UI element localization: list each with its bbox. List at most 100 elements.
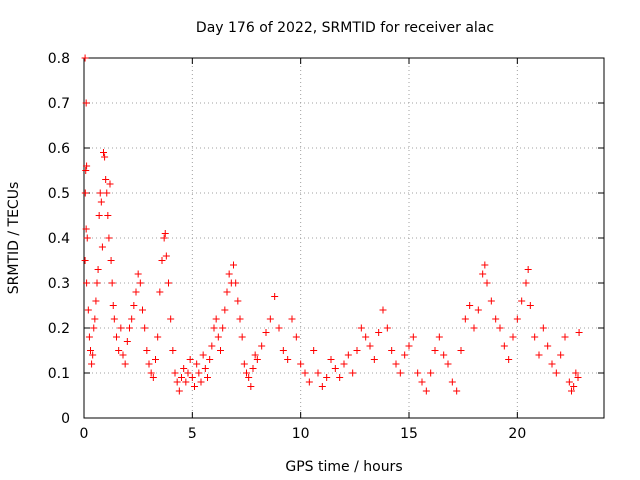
- data-point-plus-marker: [217, 347, 224, 354]
- data-point-plus-marker: [297, 360, 305, 368]
- data-point-plus-marker: [171, 369, 179, 377]
- data-point-plus-marker: [167, 315, 175, 323]
- data-point-plus-marker: [156, 288, 164, 296]
- y-axis-label: SRMTID / TECUs: [6, 182, 22, 295]
- data-point-plus-marker: [161, 230, 169, 237]
- data-point-plus-marker: [375, 329, 383, 336]
- data-point-plus-marker: [204, 374, 211, 381]
- data-point-plus-marker: [496, 324, 504, 332]
- data-point-plus-marker: [240, 360, 248, 368]
- data-point-plus-marker: [128, 315, 136, 323]
- chart-title: Day 176 of 2022, SRMTID for receiver ala…: [196, 20, 494, 36]
- data-point-plus-marker: [102, 176, 110, 183]
- data-point-plus-marker: [552, 369, 560, 377]
- data-point-plus-marker: [435, 333, 443, 341]
- data-point-plus-marker: [81, 54, 89, 62]
- data-point-plus-marker: [388, 347, 396, 354]
- data-point-plus-marker: [466, 302, 474, 309]
- y-tick-label: 0.7: [48, 96, 70, 112]
- data-point-plus-marker: [103, 189, 111, 197]
- data-point-plus-marker: [245, 374, 253, 381]
- data-point-plus-marker: [379, 306, 387, 314]
- data-point-plus-marker: [431, 347, 439, 354]
- data-point-plus-marker: [214, 333, 222, 341]
- data-point-plus-marker: [236, 315, 244, 323]
- data-point-plus-marker: [561, 333, 569, 341]
- data-point-plus-marker: [132, 288, 140, 296]
- data-point-plus-marker: [409, 333, 417, 341]
- data-point-plus-marker: [401, 351, 409, 359]
- data-point-plus-marker: [422, 387, 430, 395]
- x-tick-label: 0: [80, 426, 89, 442]
- data-point-plus-marker: [518, 297, 526, 305]
- data-point-plus-marker: [524, 266, 532, 273]
- data-point-plus-marker: [88, 360, 96, 368]
- data-point-plus-marker: [232, 279, 240, 287]
- data-point-plus-marker: [405, 342, 413, 350]
- data-point-plus-marker: [100, 149, 107, 156]
- data-point-plus-marker: [139, 306, 146, 314]
- data-point-plus-marker: [85, 333, 93, 341]
- data-point-plus-marker: [572, 369, 580, 377]
- data-point-plus-marker: [81, 189, 89, 197]
- data-point-plus-marker: [574, 374, 582, 381]
- data-point-plus-marker: [169, 347, 177, 354]
- data-point-plus-marker: [487, 297, 495, 305]
- data-point-plus-marker: [175, 387, 183, 395]
- data-point-plus-marker: [575, 329, 583, 336]
- data-point-plus-marker: [219, 324, 227, 332]
- data-point-plus-marker: [448, 378, 456, 386]
- data-point-plus-marker: [349, 369, 357, 377]
- data-point-plus-marker: [531, 333, 539, 341]
- data-point-plus-marker: [130, 302, 138, 309]
- y-tick-label: 0: [61, 411, 70, 427]
- data-point-plus-marker: [251, 351, 259, 359]
- data-point-plus-marker: [474, 306, 482, 314]
- data-point-plus-marker: [109, 302, 117, 309]
- data-point-plus-marker: [331, 365, 339, 372]
- data-point-plus-marker: [173, 378, 181, 386]
- data-point-plus-marker: [271, 293, 279, 300]
- data-point-plus-marker: [83, 279, 91, 287]
- data-point-plus-marker: [82, 99, 90, 107]
- data-point-plus-marker: [115, 347, 123, 354]
- data-point-plus-marker: [492, 315, 500, 323]
- y-tick-label: 0.1: [48, 366, 70, 382]
- data-point-plus-marker: [92, 297, 100, 305]
- data-point-plus-marker: [470, 324, 478, 332]
- data-point-plus-marker: [262, 329, 270, 336]
- data-point-plus-marker: [481, 261, 489, 269]
- data-point-plus-marker: [353, 347, 361, 354]
- data-point-plus-marker: [318, 383, 326, 390]
- data-point-plus-marker: [243, 369, 250, 377]
- data-point-plus-marker: [210, 324, 218, 332]
- data-point-plus-marker: [505, 356, 513, 363]
- data-point-plus-marker: [117, 324, 125, 332]
- data-point-plus-marker: [500, 342, 508, 350]
- data-point-plus-marker: [557, 351, 565, 359]
- data-point-plus-marker: [145, 360, 153, 368]
- data-point-plus-marker: [199, 351, 207, 359]
- data-point-plus-marker: [104, 212, 112, 219]
- data-point-plus-marker: [193, 360, 201, 368]
- data-point-plus-marker: [522, 279, 530, 287]
- data-point-plus-marker: [392, 360, 400, 368]
- y-tick-label: 0.4: [48, 231, 70, 247]
- data-point-plus-marker: [479, 270, 487, 278]
- data-point-plus-marker: [253, 356, 261, 363]
- data-point-plus-marker: [565, 378, 573, 386]
- data-point-plus-marker: [548, 360, 556, 368]
- data-point-plus-marker: [105, 234, 113, 242]
- data-point-plus-marker: [513, 315, 521, 323]
- data-point-plus-marker: [544, 342, 552, 350]
- data-point-plus-marker: [344, 351, 352, 359]
- data-point-plus-marker: [284, 356, 292, 363]
- data-point-plus-marker: [440, 351, 448, 359]
- y-tick-label: 0.6: [48, 141, 70, 157]
- data-point-plus-marker: [453, 387, 461, 395]
- data-point-plus-marker: [188, 374, 196, 381]
- data-point-plus-marker: [230, 261, 237, 269]
- y-tick-labels: 0 0.1 0.2 0.3 0.4 0.5 0.6 0.7 0.8: [48, 51, 70, 427]
- data-point-plus-marker: [336, 374, 344, 381]
